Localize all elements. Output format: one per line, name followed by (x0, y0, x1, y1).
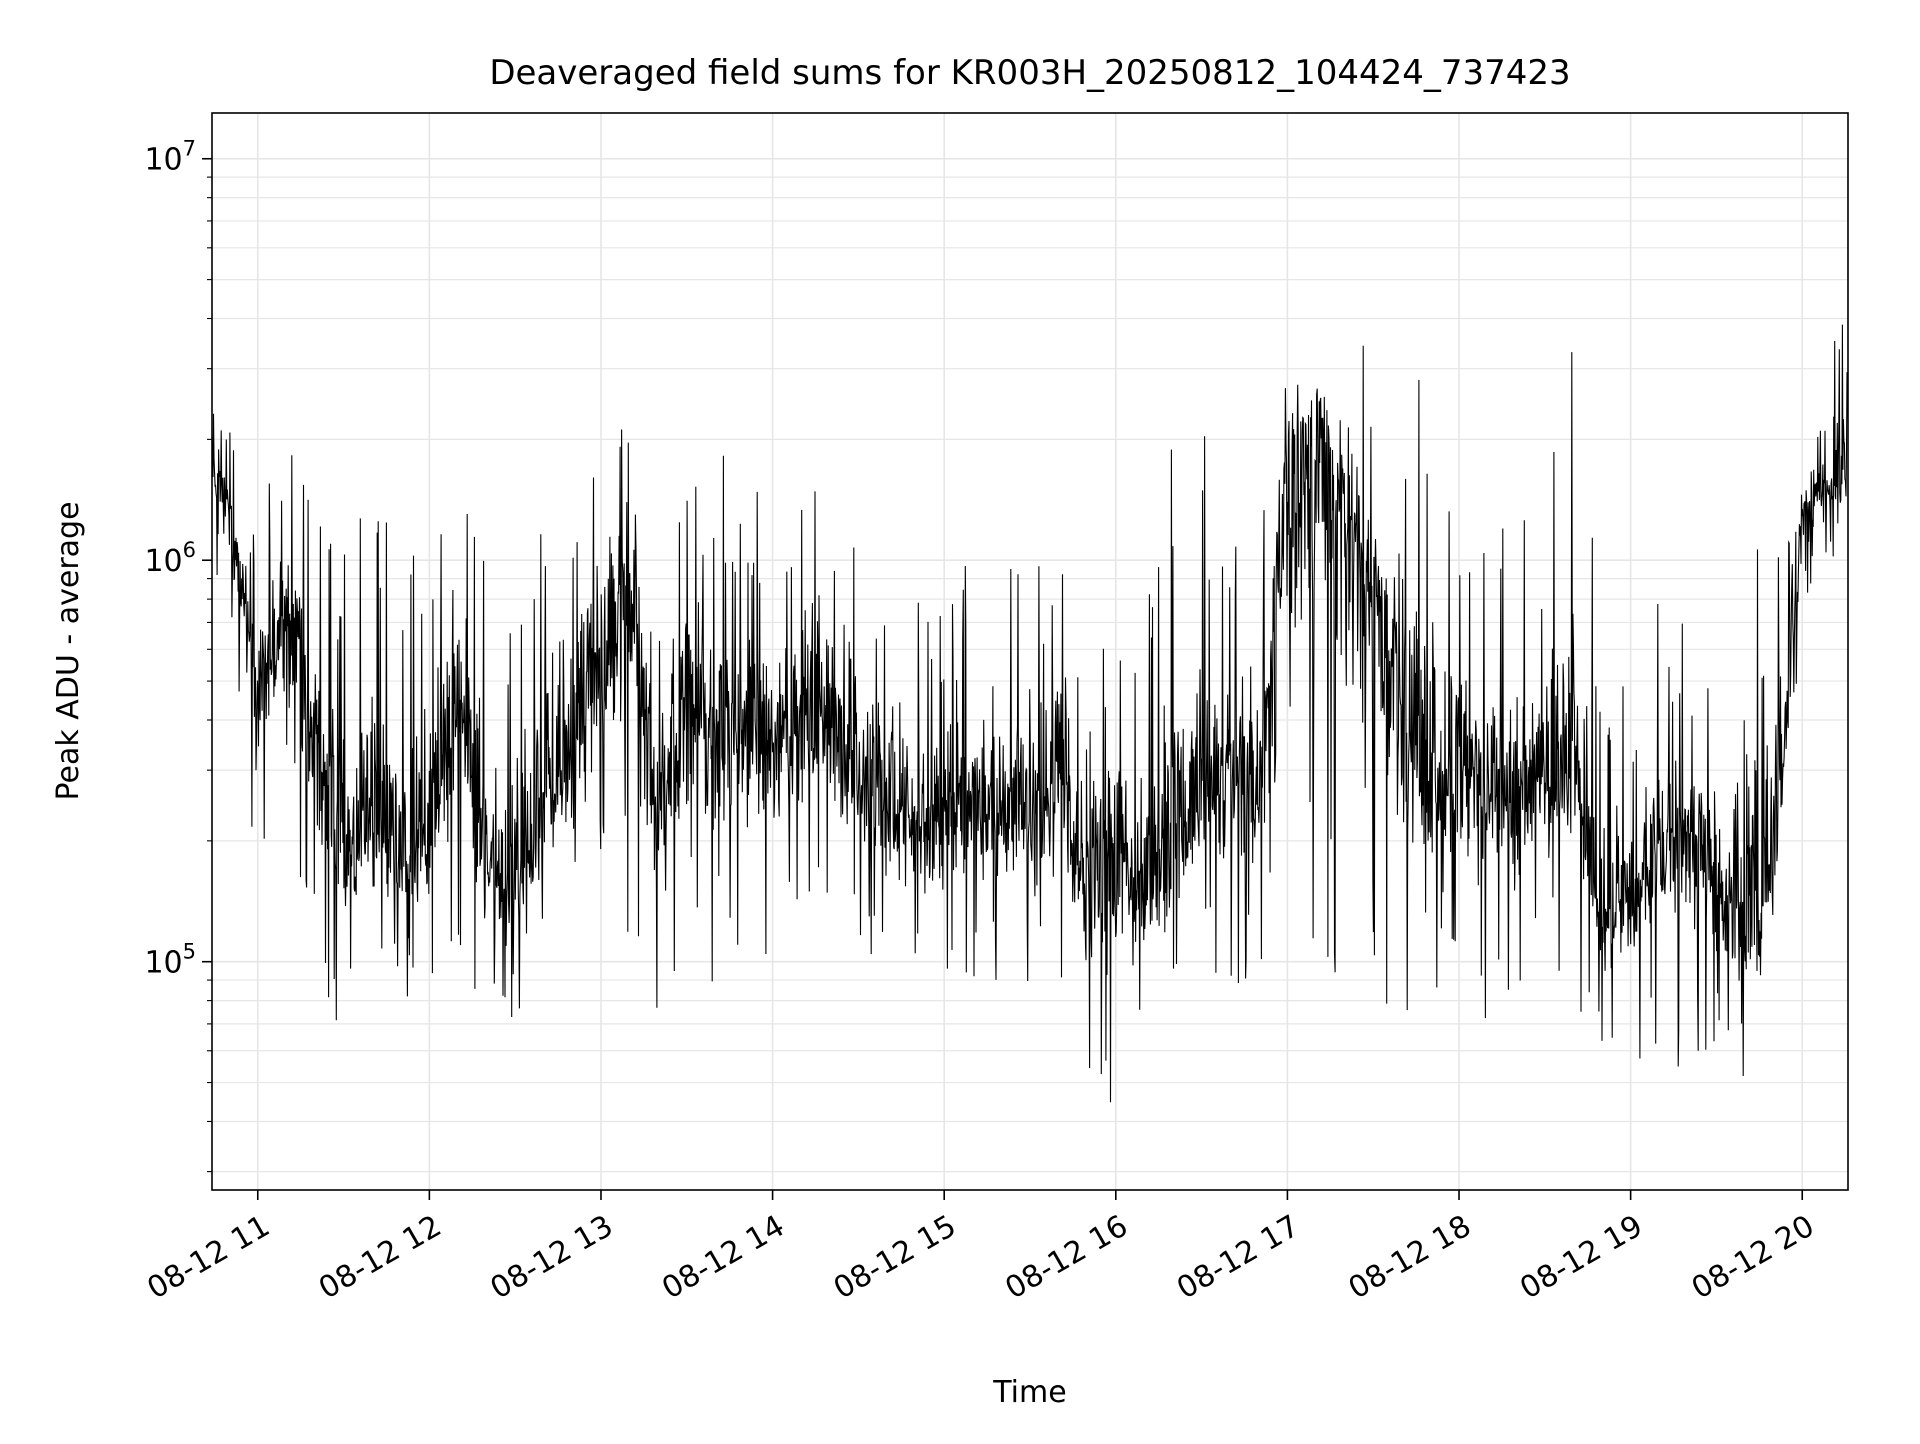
x-axis-label: Time (992, 1375, 1066, 1410)
y-tick-label: 106 (144, 538, 196, 579)
y-tick-label: 105 (144, 940, 196, 981)
series-line-0 (212, 158, 1848, 1103)
plot-frame (211, 112, 1849, 1191)
y-axis-label: Peak ADU - average (51, 501, 86, 800)
y-tick-label: 107 (144, 137, 196, 178)
data-layer (212, 158, 1848, 1103)
chart-title: Deaveraged field sums for KR003H_2025081… (489, 53, 1570, 93)
